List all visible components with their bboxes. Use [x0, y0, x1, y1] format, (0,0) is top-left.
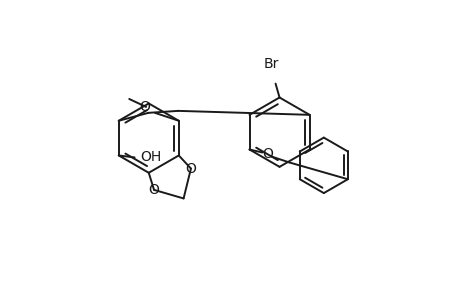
Text: O: O [148, 183, 159, 197]
Text: O: O [139, 100, 150, 114]
Text: OH: OH [140, 150, 162, 164]
Text: Br: Br [263, 57, 279, 71]
Text: O: O [185, 162, 196, 176]
Text: O: O [261, 148, 272, 161]
